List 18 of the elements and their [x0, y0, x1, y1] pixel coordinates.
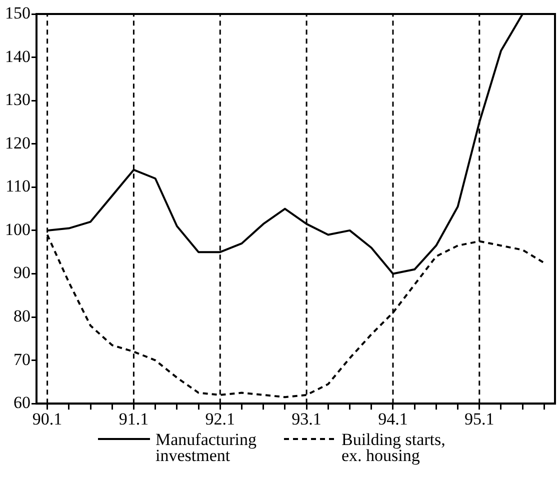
- y-tick-label: 130: [5, 90, 30, 110]
- legend-label: Building starts, ex. housing: [342, 430, 446, 465]
- y-tick-label: 90: [14, 263, 30, 282]
- x-tick-label: 90.1: [32, 409, 62, 428]
- y-tick-label: 80: [14, 306, 30, 326]
- y-tick-label: 60: [14, 393, 30, 412]
- x-tick-label: 91.1: [118, 409, 149, 428]
- y-tick-label: 120: [5, 133, 30, 152]
- x-tick-label: 92.1: [205, 409, 236, 428]
- y-tick-label: 100: [5, 220, 30, 239]
- legend-label: Manufacturing investment: [156, 430, 258, 465]
- y-tick-label: 110: [6, 176, 30, 196]
- x-tick-label: 95.1: [464, 409, 494, 428]
- x-tick-label: 94.1: [378, 409, 408, 428]
- y-tick-label: 70: [14, 350, 30, 369]
- y-tick-label: 140: [5, 46, 30, 66]
- x-tick-label: 93.1: [292, 409, 322, 428]
- y-tick-label: 150: [5, 3, 30, 22]
